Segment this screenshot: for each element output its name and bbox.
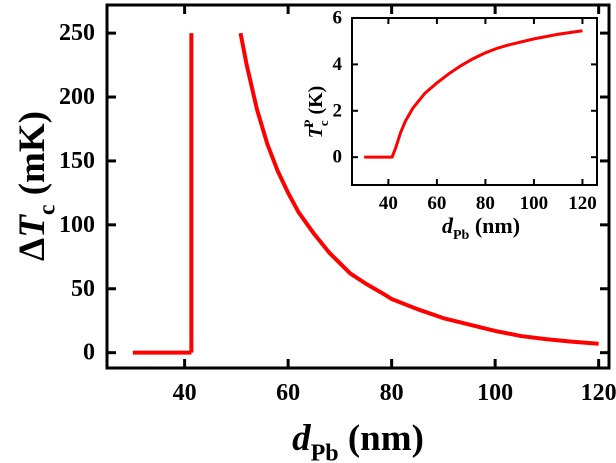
inset-plot-area (352, 18, 597, 185)
main-y-tick-label: 250 (59, 20, 95, 46)
inset-y-tick-label: 2 (333, 100, 343, 121)
inset-series-line (364, 29, 583, 159)
inset-y-tick-label: 0 (333, 147, 343, 168)
inset-y-axis-title-unit: (K) (305, 86, 327, 120)
inset-chart: 40 60 80 100 120 0 2 4 6 dPb (nm) TcP (K) (301, 8, 598, 243)
inset-x-tick-label: 120 (568, 193, 597, 214)
inset-x-tick-label: 40 (379, 193, 398, 214)
main-series-line (238, 32, 599, 346)
main-y-tick-label: 200 (59, 84, 95, 110)
inset-axes-frame (351, 17, 598, 186)
inset-y-tick-label: 6 (333, 8, 343, 29)
inset-y-axis-title-var: T (305, 125, 327, 138)
main-x-tick-label: 100 (477, 380, 513, 406)
inset-x-tick-label: 80 (476, 193, 495, 214)
main-x-tick-label: 120 (581, 380, 616, 406)
main-y-tick-label: 100 (59, 212, 95, 238)
main-x-tick-label: 60 (276, 380, 300, 406)
main-y-tick-label: 150 (59, 148, 95, 174)
inset-x-axis-title: dPb (nm) (442, 213, 520, 243)
main-x-tick-label: 80 (380, 380, 404, 406)
main-x-tick-label: 40 (173, 380, 197, 406)
main-x-axis-title: dPb (nm) (292, 418, 424, 463)
main-x-axis-title-var: d (292, 418, 311, 459)
inset-x-axis-title-unit: (nm) (469, 213, 520, 238)
inset-y-axis-title: TcP (K) (301, 86, 331, 139)
main-y-axis-title-unit: (mK) (12, 111, 53, 205)
inset-x-tick-label: 100 (520, 193, 549, 214)
main-y-tick-label: 50 (71, 276, 95, 302)
inset-y-axis-title-sub: c (316, 120, 331, 126)
inset-x-axis-title-sub: Pb (453, 228, 470, 243)
main-y-axis-title-sub: c (34, 204, 60, 215)
main-y-axis-title-delta: Δ (12, 238, 53, 261)
main-axes-frame (105, 3, 611, 370)
main-x-axis-title-sub: Pb (311, 440, 339, 463)
main-y-tick-label: 0 (83, 340, 95, 366)
inset-x-axis-title-var: d (442, 213, 454, 238)
main-x-axis-title-unit: (nm) (339, 418, 424, 459)
inset-y-tick-label: 4 (333, 54, 343, 75)
main-y-axis-title: ΔTc (mK) (12, 111, 60, 261)
main-y-axis-title-var: T (12, 214, 53, 238)
inset-x-tick-label: 60 (427, 193, 446, 214)
inset-y-axis-title-sup: P (301, 119, 316, 127)
